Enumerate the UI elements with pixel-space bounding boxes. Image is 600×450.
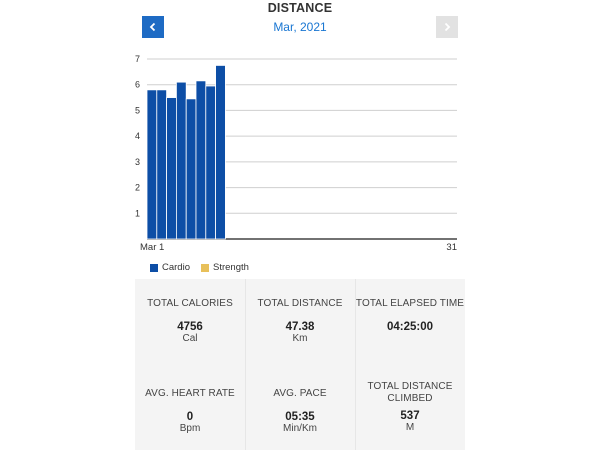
bar-cardio[interactable] [205,85,217,240]
page-title: DISTANCE [267,1,333,15]
stat-label: TOTAL DISTANCE CLIMBED [367,381,453,404]
y-tick-label: 3 [135,157,140,167]
bar-cardio[interactable] [185,98,197,240]
stat-value: 0 [186,411,194,423]
y-tick-label: 7 [135,54,140,64]
chart-ticks: 1 2 3 4 5 6 7 [135,54,140,218]
stat-label: TOTAL CALORIES [147,298,233,309]
y-tick-label: 4 [135,131,140,141]
y-tick-label: 6 [135,80,140,90]
stat-total-distance: TOTAL DISTANCE 47.38 Km [245,298,355,344]
stats-panel: TOTAL CALORIES 4756 Cal TOTAL DISTANCE 4… [135,279,465,450]
bar-cardio[interactable] [215,65,226,240]
stat-value: 05:35 [285,411,315,423]
chart-bars [146,65,226,240]
stat-total-calories: TOTAL CALORIES 4756 Cal [135,298,245,344]
x-axis-start-label: Mar 1 [140,242,164,253]
legend-swatch-cardio [150,263,158,272]
stat-unit: Cal [182,333,198,344]
month-label: Mar, 2021 [273,20,327,34]
chevron-left-icon [149,22,156,32]
y-tick-label: 2 [135,183,140,193]
stat-label: TOTAL DISTANCE [257,298,343,309]
chevron-right-icon [444,22,451,32]
distance-bar-chart: 1 2 3 4 5 6 7 Mar 1 31 [135,54,457,253]
y-tick-label: 5 [135,105,140,115]
stat-unit: M [405,422,415,433]
stat-total-elapsed-time: TOTAL ELAPSED TIME 04:25:00 [355,298,465,333]
stat-value: 47.38 [285,321,315,333]
stat-label: AVG. HEART RATE [145,388,235,399]
chart-legend: Cardio Strength [150,262,260,273]
stats-divider [245,279,246,450]
stat-avg-pace: AVG. PACE 05:35 Min/Km [245,388,355,434]
stat-avg-heart-rate: AVG. HEART RATE 0 Bpm [135,388,245,434]
stats-divider [355,279,356,450]
stat-value: 04:25:00 [386,321,434,333]
legend-swatch-strength [201,263,209,272]
stat-value: 4756 [177,321,203,333]
stat-unit: Km [292,333,308,344]
stat-unit: Min/Km [283,423,317,434]
bar-cardio[interactable] [166,97,177,240]
stat-value: 537 [400,410,420,422]
stat-total-distance-climbed: TOTAL DISTANCE CLIMBED 537 M [357,381,463,433]
stat-label: TOTAL ELAPSED TIME [355,298,465,309]
stat-unit: Bpm [179,423,201,434]
legend-item-cardio[interactable]: Cardio [150,262,190,273]
legend-item-strength[interactable]: Strength [201,262,249,273]
stat-label: AVG. PACE [273,388,327,399]
legend-label-strength: Strength [213,262,249,273]
legend-label-cardio: Cardio [162,262,190,273]
next-month-button[interactable] [436,16,458,38]
bar-cardio[interactable] [195,80,207,240]
bar-cardio[interactable] [156,89,168,240]
previous-month-button[interactable] [142,16,164,38]
y-tick-label: 1 [135,208,140,218]
bar-cardio[interactable] [175,81,187,240]
x-axis-end-label: 31 [446,242,457,253]
bar-cardio[interactable] [146,89,158,240]
